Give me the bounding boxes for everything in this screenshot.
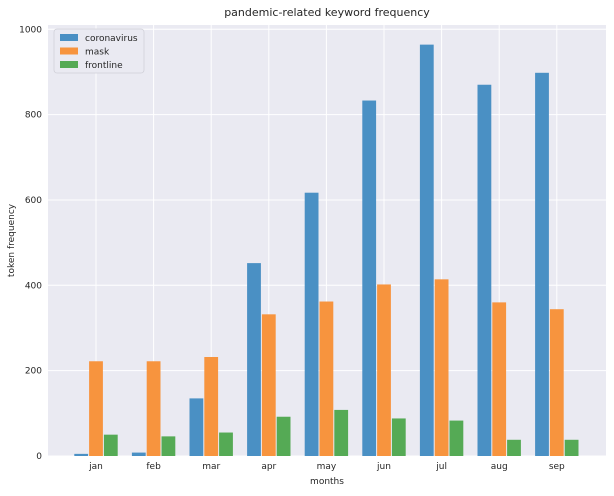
bar-mask-feb xyxy=(146,361,161,456)
x-tick-label: may xyxy=(317,462,337,472)
legend-label-frontline: frontline xyxy=(85,61,123,71)
legend-swatch-coronavirus xyxy=(60,34,78,41)
y-tick-label: 200 xyxy=(25,367,42,377)
bar-mask-may xyxy=(319,301,334,456)
bar-frontline-may xyxy=(334,409,349,456)
bar-frontline-apr xyxy=(276,416,291,456)
bar-mask-apr xyxy=(261,314,276,456)
bar-frontline-mar xyxy=(219,432,233,456)
legend: coronavirus mask frontline xyxy=(53,28,145,74)
bar-frontline-feb xyxy=(161,436,176,456)
chart-title: pandemic-related keyword frequency xyxy=(224,6,430,19)
bar-mask-jul xyxy=(434,279,449,456)
bar-coronavirus-mar xyxy=(189,398,204,456)
legend-swatch-frontline xyxy=(60,61,78,68)
x-tick-label: mar xyxy=(202,462,220,472)
x-tick-label: jul xyxy=(435,462,447,472)
bar-mask-mar xyxy=(204,356,219,456)
bar-coronavirus-may xyxy=(304,192,319,457)
legend-swatch-mask xyxy=(60,47,78,55)
x-tick-label: sep xyxy=(549,462,565,472)
bar-frontline-jan xyxy=(103,434,118,456)
x-tick-label: aug xyxy=(491,462,508,472)
bar-mask-jan xyxy=(89,361,103,456)
bar-frontline-aug xyxy=(507,439,521,456)
bar-coronavirus-sep xyxy=(535,72,549,456)
bar-coronavirus-aug xyxy=(477,84,492,456)
bar-coronavirus-apr xyxy=(247,263,261,456)
bar-coronavirus-jun xyxy=(362,100,377,457)
bar-coronavirus-jul xyxy=(419,44,434,457)
bars xyxy=(74,44,579,457)
y-tick-label: 1000 xyxy=(19,25,42,35)
x-tick-label: feb xyxy=(146,462,161,472)
bar-coronavirus-jan xyxy=(74,453,89,456)
y-axis-label: token frequency xyxy=(7,203,17,277)
x-tick-label: apr xyxy=(261,462,276,472)
x-axis-label: months xyxy=(310,477,344,487)
y-tick-label: 0 xyxy=(36,452,42,462)
y-tick-label: 600 xyxy=(25,196,42,206)
bar-mask-sep xyxy=(549,309,564,456)
bar-coronavirus-feb xyxy=(131,452,146,456)
x-tick-label: jan xyxy=(88,462,103,472)
bar-mask-jun xyxy=(377,284,391,456)
x-tick-label: jun xyxy=(376,462,391,472)
legend-label-mask: mask xyxy=(85,48,110,58)
bar-frontline-jun xyxy=(391,418,406,456)
y-tick-label: 800 xyxy=(25,111,42,121)
bar-frontline-sep xyxy=(564,439,579,456)
bar-mask-aug xyxy=(492,302,507,456)
y-tick-label: 400 xyxy=(25,281,42,291)
legend-label-coronavirus: coronavirus xyxy=(85,34,138,44)
bar-frontline-jul xyxy=(449,420,464,456)
tick-labels: 0 200 400 600 800 1000 jan feb mar apr may jun jul au… xyxy=(19,25,565,472)
